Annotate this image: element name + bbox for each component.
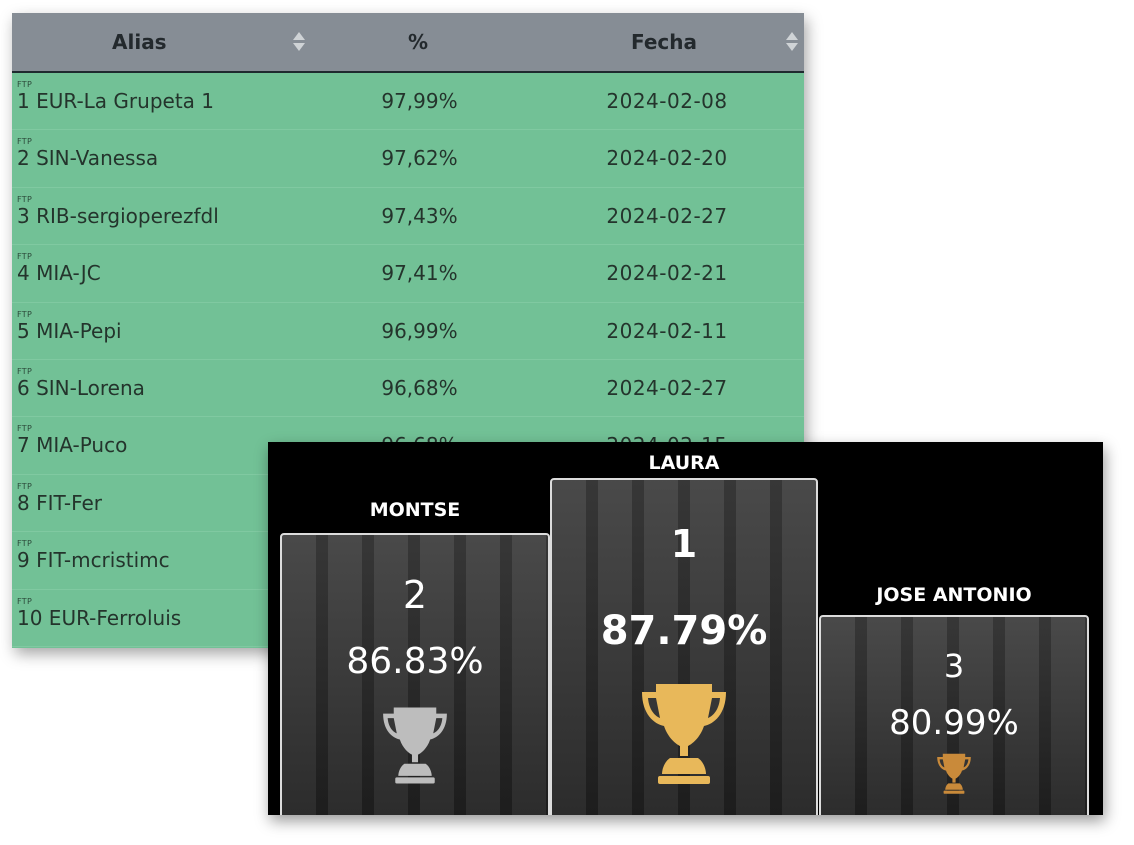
silver-trophy-icon	[383, 707, 447, 784]
row-percent: 96,99%	[381, 318, 458, 343]
row-alias: 8 FIT-Fer	[17, 490, 103, 515]
row-tag: FTP	[17, 424, 33, 434]
row-date: 2024-02-27	[606, 375, 728, 400]
table-row[interactable]: FTP 3 RIB-sergioperezfdl 97,43% 2024-02-…	[12, 188, 804, 246]
row-tag: FTP	[17, 309, 33, 319]
gold-trophy-icon	[642, 684, 726, 784]
row-date: 2024-02-21	[606, 261, 728, 286]
podium-panel: LAURA MONTSE JOSE ANTONIO 2 86.83% 1 87.…	[268, 442, 1103, 815]
row-percent: 97,41%	[381, 261, 458, 286]
row-alias: 5 MIA-Pepi	[17, 318, 122, 343]
sort-icon[interactable]	[293, 32, 305, 52]
table-body: FTP 1 EUR-La Grupeta 1 97,99% 2024-02-08…	[12, 73, 804, 647]
first-place-score: 87.79%	[600, 608, 768, 654]
table-row[interactable]: FTP 5 MIA-Pepi 96,99% 2024-02-11	[12, 303, 804, 360]
table-row[interactable]: FTP 6 SIN-Lorena 96,68% 2024-02-27	[12, 360, 804, 418]
first-place-block: 1 87.79%	[550, 478, 818, 815]
second-place-block: 2 86.83%	[280, 533, 550, 815]
row-percent: 97,99%	[381, 89, 458, 113]
row-percent: 96,68%	[381, 375, 458, 400]
row-percent: 97,43%	[381, 203, 458, 228]
row-tag: FTP	[17, 539, 33, 549]
column-header-alias[interactable]: Alias	[112, 30, 167, 54]
row-tag: FTP	[17, 252, 33, 262]
row-alias: 3 RIB-sergioperezfdl	[17, 203, 219, 228]
row-alias: 4 MIA-JC	[17, 261, 101, 286]
first-place-rank: 1	[670, 522, 698, 566]
row-tag: FTP	[17, 194, 33, 204]
row-alias: 9 FIT-mcristimc	[17, 548, 170, 573]
third-place-rank: 3	[943, 647, 965, 685]
third-place-score: 80.99%	[889, 703, 1019, 743]
table-row[interactable]: FTP 4 MIA-JC 97,41% 2024-02-21	[12, 245, 804, 303]
column-header-fecha[interactable]: Fecha	[631, 30, 698, 54]
row-date: 2024-02-08	[606, 89, 728, 113]
column-header-percent[interactable]: %	[408, 30, 429, 54]
row-percent: 97,62%	[381, 146, 458, 171]
second-place-rank: 2	[402, 573, 428, 617]
row-tag: FTP	[17, 481, 33, 491]
row-date: 2024-02-11	[606, 318, 728, 343]
third-place-name: JOSE ANTONIO	[876, 584, 1032, 606]
second-place-name: MONTSE	[369, 499, 461, 521]
table-row[interactable]: FTP 1 EUR-La Grupeta 1 97,99% 2024-02-08	[12, 73, 804, 131]
row-tag: FTP	[17, 80, 33, 89]
row-alias: 6 SIN-Lorena	[17, 375, 145, 400]
sort-icon[interactable]	[786, 32, 798, 52]
row-tag: FTP	[17, 366, 33, 376]
row-tag: FTP	[17, 137, 33, 147]
row-alias: 10 EUR-Ferroluis	[17, 605, 182, 630]
table-header: Alias % Fecha	[12, 13, 804, 73]
row-alias: 7 MIA-Puco	[17, 433, 128, 458]
first-place-name: LAURA	[648, 452, 720, 474]
row-date: 2024-02-20	[606, 146, 728, 171]
table-row[interactable]: FTP 2 SIN-Vanessa 97,62% 2024-02-20	[12, 130, 804, 188]
row-date: 2024-02-27	[606, 203, 728, 228]
bronze-trophy-icon	[937, 753, 971, 794]
row-alias: 1 EUR-La Grupeta 1	[17, 89, 214, 113]
row-alias: 2 SIN-Vanessa	[17, 146, 159, 171]
second-place-score: 86.83%	[346, 641, 484, 682]
third-place-block: 3 80.99%	[819, 615, 1089, 815]
row-tag: FTP	[17, 596, 33, 606]
